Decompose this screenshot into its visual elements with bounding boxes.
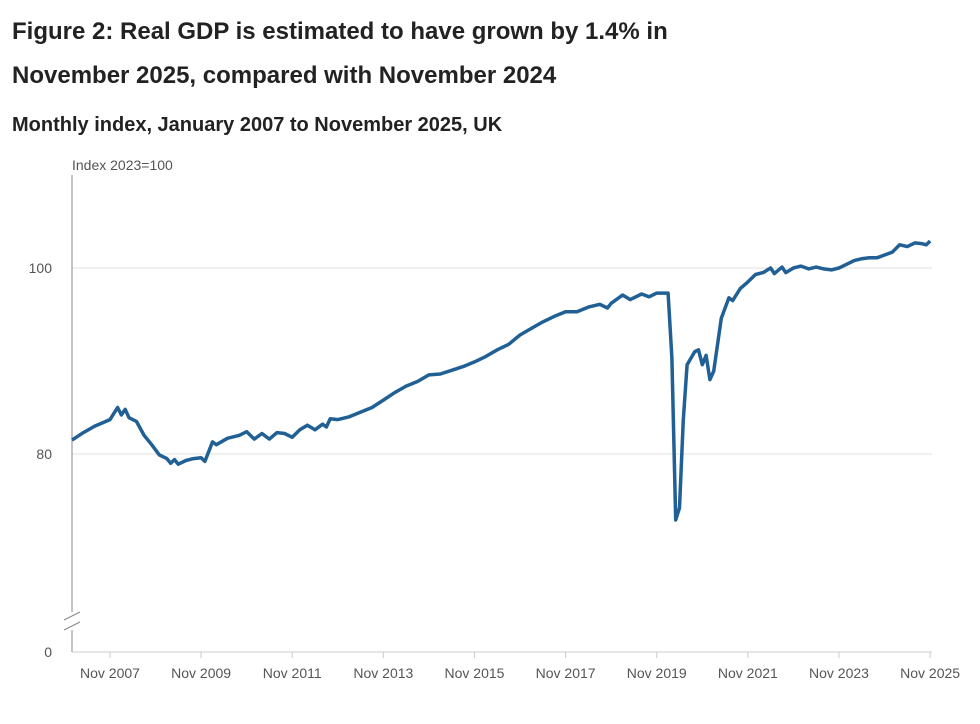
chart-title: Figure 2: Real GDP is estimated to have …	[12, 10, 912, 98]
y-tick-label: 80	[36, 446, 52, 462]
series-line-real-gdp	[71, 239, 932, 522]
chart-subtitle: Monthly index, January 2007 to November …	[12, 114, 503, 136]
x-tick-label: Nov 2007	[80, 665, 140, 681]
y-axis-label: Index 2023=100	[72, 157, 173, 173]
x-tick-label: Nov 2017	[536, 665, 596, 681]
x-tick-label: Nov 2011	[263, 665, 322, 681]
x-tick-label: Nov 2015	[445, 665, 505, 681]
chart-title-line-2: November 2025, compared with November 20…	[12, 62, 557, 89]
x-tick-label: Nov 2021	[718, 665, 778, 681]
chart-title-line-1: Figure 2: Real GDP is estimated to have …	[12, 18, 668, 45]
x-tick-label: Nov 2025	[900, 665, 960, 681]
axis-break-icon	[63, 611, 81, 631]
x-tick-label: Nov 2013	[353, 665, 413, 681]
x-tick-label: Nov 2009	[171, 665, 231, 681]
y-tick-label: 0	[44, 644, 52, 660]
x-tick-label: Nov 2023	[809, 665, 869, 681]
x-tick-label: Nov 2019	[627, 665, 687, 681]
y-tick-label: 100	[29, 260, 53, 276]
